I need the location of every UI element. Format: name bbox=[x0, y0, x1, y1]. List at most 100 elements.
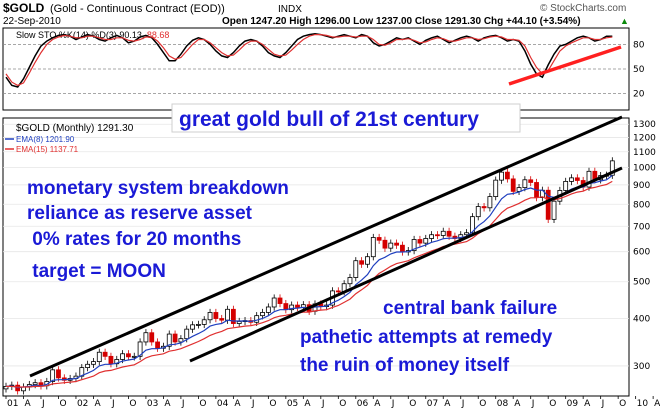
price-candle bbox=[131, 355, 137, 358]
price-candle bbox=[225, 308, 230, 321]
price-candle bbox=[353, 260, 359, 278]
price-candle bbox=[475, 206, 481, 218]
x-tick-label: J bbox=[601, 399, 605, 408]
price-tick-label: 1000 bbox=[633, 163, 656, 173]
x-tick-label: 03 bbox=[147, 399, 158, 408]
x-tick-label: J bbox=[461, 399, 465, 408]
price-candle bbox=[522, 179, 528, 189]
x-tick-label: O bbox=[59, 399, 66, 408]
price-candle bbox=[190, 324, 195, 330]
price-tick-label: 400 bbox=[633, 315, 650, 325]
x-tick-label: 05 bbox=[287, 399, 298, 408]
price-candle bbox=[347, 277, 353, 285]
price-candle bbox=[126, 353, 131, 358]
price-candle bbox=[102, 351, 108, 357]
x-tick-label: A bbox=[374, 399, 381, 408]
price-candle bbox=[96, 351, 102, 363]
price-candle bbox=[551, 200, 557, 220]
x-tick-label: J bbox=[111, 399, 115, 408]
x-tick-label: J bbox=[41, 399, 45, 408]
ema8-label: EMA(8) 1201.90 bbox=[16, 135, 75, 144]
up-arrow-icon: ▲ bbox=[620, 16, 629, 26]
price-candle bbox=[499, 171, 504, 181]
x-tick-label: O bbox=[619, 399, 626, 408]
price-label: $GOLD (Monthly) 1291.30 bbox=[16, 123, 134, 134]
price-candle bbox=[370, 237, 376, 258]
price-candle bbox=[32, 382, 38, 385]
price-candle bbox=[493, 179, 499, 198]
price-candle bbox=[265, 306, 271, 313]
x-tick-label: 06 bbox=[357, 399, 369, 408]
price-candle bbox=[283, 303, 289, 311]
price-candle bbox=[400, 244, 405, 253]
x-tick-label: 02 bbox=[77, 399, 88, 408]
price-candle bbox=[277, 297, 283, 304]
sto-y-axis: 20 50 80 bbox=[633, 40, 645, 99]
x-tick-label: A bbox=[654, 399, 660, 408]
price-tick-label: 1100 bbox=[633, 148, 656, 158]
x-tick-label: O bbox=[409, 399, 416, 408]
price-candle bbox=[545, 189, 551, 220]
price-candle bbox=[446, 230, 452, 237]
price-candle bbox=[219, 318, 225, 321]
x-tick-label: O bbox=[339, 399, 346, 408]
price-candle bbox=[184, 328, 190, 340]
annotation-title: great gold bull of 21st century bbox=[179, 108, 479, 131]
price-candle bbox=[85, 363, 91, 369]
x-tick-label: A bbox=[514, 399, 521, 408]
price-candle bbox=[504, 171, 510, 180]
sto-label: Slow STO %K(14) %D(3) 90.13, 88.68 bbox=[16, 30, 169, 40]
x-tick-label: 08 bbox=[497, 399, 509, 408]
price-candle bbox=[271, 297, 277, 308]
lower-channel-line bbox=[189, 166, 623, 363]
x-tick-label: A bbox=[234, 399, 241, 408]
price-candle bbox=[435, 234, 440, 237]
ema15-line bbox=[6, 180, 613, 388]
x-tick-label: O bbox=[269, 399, 276, 408]
price-candle bbox=[411, 239, 417, 251]
x-tick-label: A bbox=[94, 399, 101, 408]
ohlc-summary: Open 1247.20 High 1296.00 Low 1237.00 Cl… bbox=[222, 16, 581, 27]
price-candle bbox=[254, 315, 260, 323]
x-tick-label: A bbox=[164, 399, 171, 408]
price-candle bbox=[178, 338, 184, 343]
price-tick-label: 1300 bbox=[633, 120, 656, 130]
sto-trend-line bbox=[508, 45, 622, 86]
sto-label-text: Slow STO %K(14) %D(3) 90.13, bbox=[16, 30, 144, 40]
price-candle bbox=[469, 216, 475, 234]
sto-lines bbox=[5, 32, 613, 88]
price-candle bbox=[195, 323, 201, 326]
annotation-left-2: reliance as reserve asset bbox=[27, 203, 253, 224]
price-tick-label: 700 bbox=[633, 222, 650, 232]
price-candle bbox=[417, 239, 423, 244]
instrument-name: (Gold - Continuous Contract (EOD)) bbox=[50, 3, 225, 15]
x-tick-label: J bbox=[321, 399, 325, 408]
exchange-label: INDX bbox=[278, 4, 302, 15]
price-panel bbox=[2, 117, 630, 397]
price-candle bbox=[56, 369, 61, 379]
price-candle bbox=[289, 304, 295, 311]
x-tick-label: A bbox=[304, 399, 311, 408]
price-candle bbox=[586, 170, 592, 188]
price-tick-label: 300 bbox=[633, 362, 650, 372]
price-candle bbox=[120, 353, 125, 360]
price-candle bbox=[137, 341, 143, 357]
price-candle bbox=[207, 312, 213, 321]
annotation-right-1: central bank failure bbox=[383, 298, 557, 319]
annotation-left-1: monetary system breakdown bbox=[27, 178, 289, 199]
price-candle bbox=[481, 206, 487, 209]
sto-tick-label: 50 bbox=[633, 65, 645, 75]
annotation-left-4: target = MOON bbox=[27, 261, 166, 282]
x-tick-label: 01 bbox=[7, 399, 18, 408]
x-tick-label: 10 bbox=[637, 399, 649, 408]
price-candle bbox=[359, 260, 365, 265]
symbol-title: $GOLD bbox=[3, 1, 45, 15]
x-tick-label: A bbox=[584, 399, 591, 408]
upper-channel-line bbox=[29, 115, 623, 378]
sto-tick-label: 20 bbox=[633, 90, 645, 100]
price-candle bbox=[609, 160, 615, 176]
price-tick-label: 500 bbox=[633, 278, 650, 288]
price-candle bbox=[295, 304, 300, 308]
x-tick-label: 07 bbox=[427, 399, 438, 408]
